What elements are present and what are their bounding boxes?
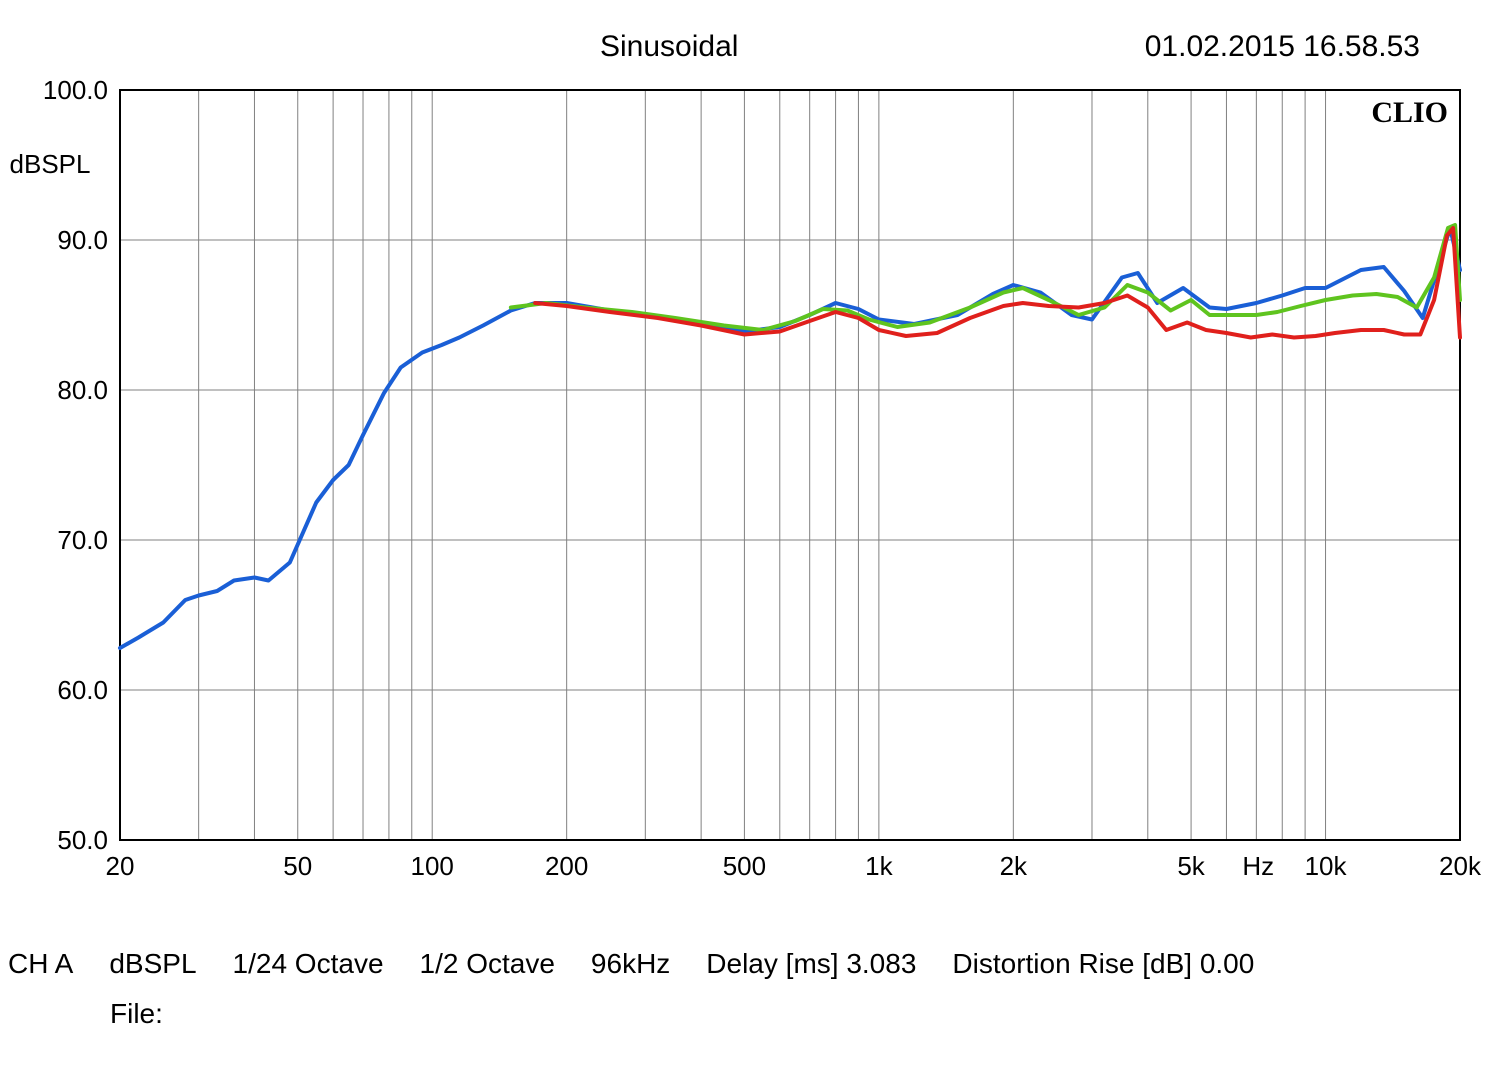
- footer-segment: CH A: [8, 948, 73, 979]
- svg-text:50.0: 50.0: [57, 825, 108, 855]
- svg-text:Hz: Hz: [1242, 851, 1274, 881]
- svg-text:dBSPL: dBSPL: [10, 149, 91, 179]
- svg-text:20k: 20k: [1439, 851, 1482, 881]
- file-label: File:: [110, 998, 163, 1030]
- svg-text:100.0: 100.0: [43, 80, 108, 105]
- svg-text:90.0: 90.0: [57, 225, 108, 255]
- svg-text:200: 200: [545, 851, 588, 881]
- footer-segment: 1/24 Octave: [233, 948, 384, 979]
- svg-text:CLIO: CLIO: [1371, 96, 1448, 129]
- svg-text:100: 100: [411, 851, 454, 881]
- svg-text:60.0: 60.0: [57, 675, 108, 705]
- footer-segment: Distortion Rise [dB] 0.00: [952, 948, 1254, 979]
- svg-text:5k: 5k: [1177, 851, 1205, 881]
- footer-segment: dBSPL: [109, 948, 196, 979]
- svg-text:10k: 10k: [1305, 851, 1348, 881]
- chart-container: 50.0 60.0 70.0 80.0 90.0 100.0 dBSPL 20 50 100 200…: [0, 80, 1500, 910]
- svg-text:50: 50: [283, 851, 312, 881]
- svg-text:80.0: 80.0: [57, 375, 108, 405]
- svg-text:2k: 2k: [1000, 851, 1028, 881]
- footer-segment: 1/2 Octave: [420, 948, 555, 979]
- footer-segment: Delay [ms] 3.083: [706, 948, 916, 979]
- svg-text:1k: 1k: [865, 851, 893, 881]
- page-root: Sinusoidal 01.02.2015 16.58.53 50.0 60.0 7…: [0, 0, 1500, 1074]
- svg-text:500: 500: [723, 851, 766, 881]
- chart-title: Sinusoidal: [600, 30, 738, 64]
- svg-text:20: 20: [106, 851, 135, 881]
- chart-svg: 50.0 60.0 70.0 80.0 90.0 100.0 dBSPL 20 50 100 200…: [0, 80, 1500, 910]
- footer-info-line: CH A dBSPL 1/24 Octave 1/2 Octave 96kHz Delay…: [0, 948, 1272, 980]
- svg-text:70.0: 70.0: [57, 525, 108, 555]
- footer-segment: 96kHz: [591, 948, 670, 979]
- chart-timestamp: 01.02.2015 16.58.53: [1145, 30, 1420, 64]
